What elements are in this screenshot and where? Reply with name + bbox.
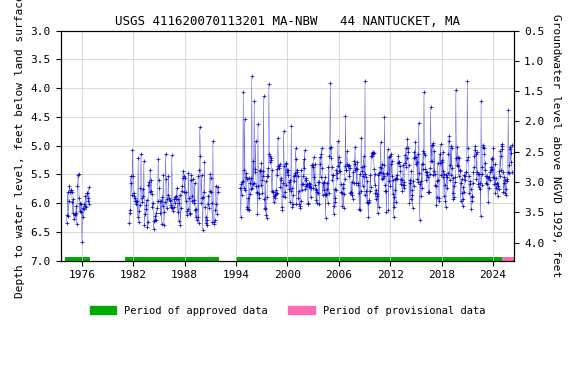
Y-axis label: Depth to water level, feet below land surface: Depth to water level, feet below land su… [15,0,25,298]
Y-axis label: Groundwater level above NGVD 1929, feet: Groundwater level above NGVD 1929, feet [551,14,561,277]
Legend: Period of approved data, Period of provisional data: Period of approved data, Period of provi… [85,301,490,320]
Title: USGS 411620070113201 MA-NBW   44 NANTUCKET, MA: USGS 411620070113201 MA-NBW 44 NANTUCKET… [115,15,460,28]
